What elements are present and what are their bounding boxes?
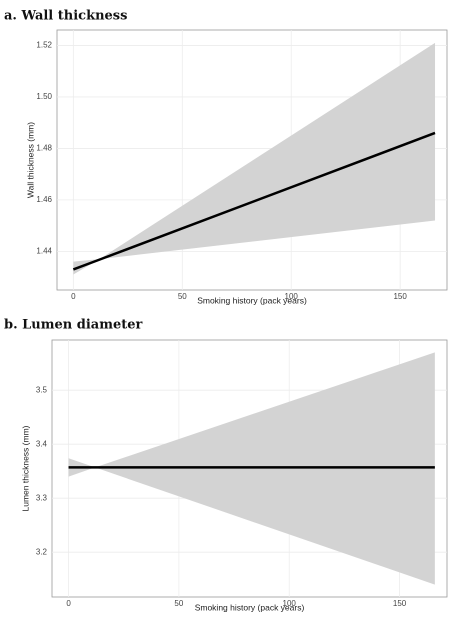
x-axis-label: Smoking history (pack years) [195, 602, 305, 612]
x-tick-label: 50 [174, 599, 183, 608]
y-tick-label: 3.5 [36, 385, 48, 394]
x-tick-label: 0 [71, 292, 76, 301]
x-tick-label: 150 [393, 599, 407, 608]
y-axis-label: Wall thickness (mm) [25, 122, 35, 198]
panel-title: a. Wall thickness [4, 9, 127, 24]
confidence-band [73, 42, 436, 275]
x-tick-label: 100 [285, 292, 299, 301]
y-tick-label: 3.4 [36, 439, 48, 448]
x-tick-label: 100 [283, 599, 297, 608]
panel-title: b. Lumen diameter [4, 318, 142, 333]
y-tick-label: 1.52 [36, 41, 52, 50]
y-axis-label: Lumen thickness (mm) [20, 425, 30, 511]
y-tick-label: 1.50 [36, 92, 52, 101]
fit-line [72, 131, 436, 271]
x-tick-label: 0 [66, 599, 71, 608]
x-tick-label: 150 [393, 292, 407, 301]
x-tick-label: 50 [178, 292, 187, 301]
x-axis-label: Smoking history (pack years) [197, 295, 307, 305]
y-tick-label: 1.44 [36, 246, 52, 255]
y-tick-label: 3.3 [36, 493, 48, 502]
y-tick-label: 1.46 [36, 195, 52, 204]
y-tick-label: 3.2 [36, 547, 48, 556]
y-tick-label: 1.48 [36, 144, 52, 153]
